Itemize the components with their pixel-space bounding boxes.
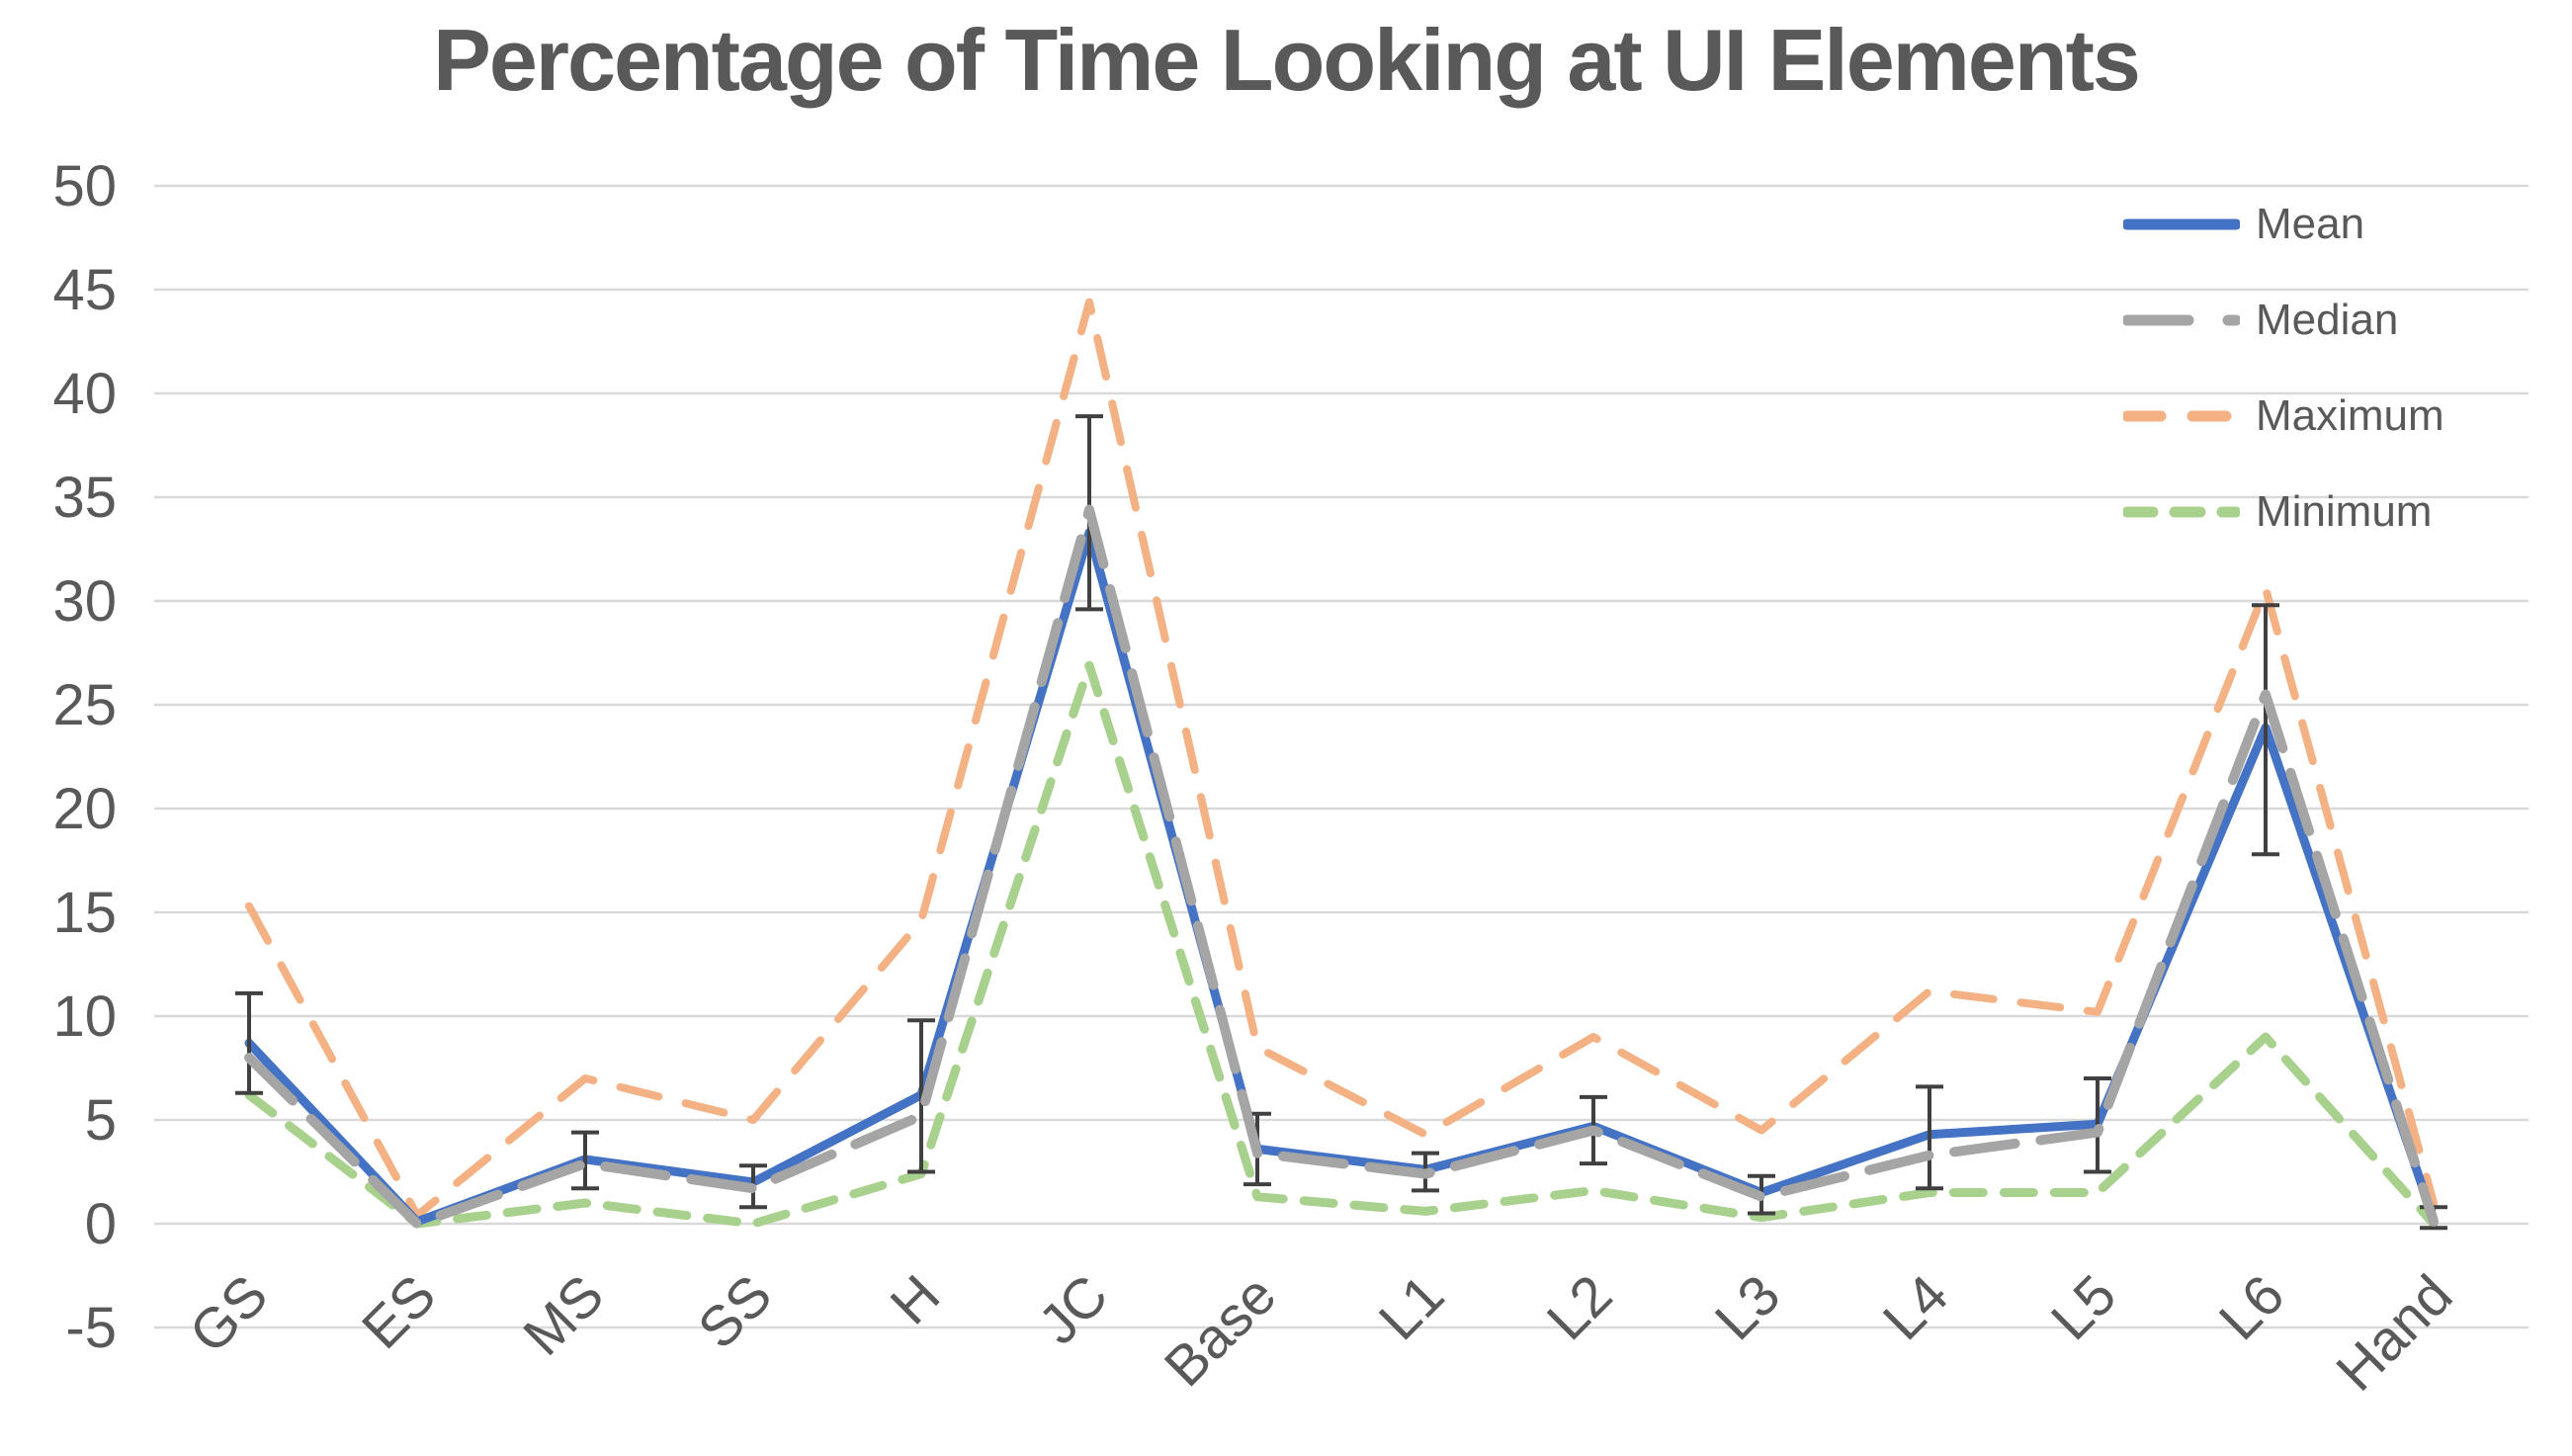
x-tick-label-ms: MS [511,1263,616,1368]
legend-label-mean: Mean [2256,199,2365,248]
y-tick-label: 20 [52,777,117,841]
x-tick-label-es: ES [350,1263,448,1361]
error-bar-ms [571,1130,599,1191]
mean-line-sample-icon [2123,218,2240,229]
legend-item-mean[interactable]: Mean [2123,176,2444,272]
gridlines [154,184,2529,1329]
x-tick-label-h: H [879,1263,952,1336]
maximum-line-sample-icon [2123,410,2240,421]
x-tick-label-l5: L5 [2039,1263,2128,1352]
x-tick-label-ss: SS [686,1263,784,1361]
legend-item-maximum[interactable]: Maximum [2123,368,2444,464]
y-tick-label: 30 [52,569,117,634]
error-bar-l6 [2252,603,2279,857]
y-tick-label: 40 [52,362,117,426]
x-axis-labels: GS ES MS SS H JC Base L1 L2 L3 L4 L5 L6 Hand [178,1263,2464,1404]
y-tick-label: -5 [65,1296,117,1360]
x-tick-label-l6: L6 [2207,1263,2296,1352]
series-maximum-line [245,298,2438,1220]
x-tick-label-jc: JC [1027,1263,1121,1357]
error-bar-h [907,1018,935,1174]
y-tick-label: 5 [85,1088,117,1153]
median-line-sample-icon [2123,314,2240,325]
x-tick-label-l2: L2 [1535,1263,1624,1352]
y-tick-label: 25 [52,673,117,737]
legend-label-median: Median [2256,295,2399,344]
error-bars [235,414,2447,1231]
y-tick-label: 45 [52,258,117,322]
y-tick-label: 0 [85,1192,117,1256]
x-tick-label-base: Base [1153,1263,1288,1399]
y-tick-label: 10 [52,985,117,1049]
x-tick-label-l4: L4 [1871,1263,1960,1352]
minimum-line-sample-icon [2123,506,2240,517]
chart-title: Percentage of Time Looking at UI Element… [433,11,2141,109]
series-minimum-line [244,660,2439,1229]
legend-item-minimum[interactable]: Minimum [2123,464,2444,559]
x-tick-label-l1: L1 [1367,1263,1456,1352]
error-bar-l4 [1916,1084,1943,1191]
legend-item-median[interactable]: Median [2123,272,2444,368]
error-bar-gs [235,990,263,1095]
y-tick-label: 50 [52,154,117,218]
x-tick-label-hand: Hand [2325,1263,2465,1404]
y-tick-label: 35 [52,466,117,530]
y-tick-label: 15 [52,881,117,945]
legend-label-maximum: Maximum [2256,390,2444,440]
legend-label-minimum: Minimum [2256,486,2433,536]
x-tick-label-l3: L3 [1703,1263,1792,1352]
x-tick-label-gs: GS [178,1263,280,1365]
legend: Mean Median Maximum Minimum [2123,176,2444,559]
series-median-line [244,504,2439,1229]
series-mean-line [244,528,2439,1227]
